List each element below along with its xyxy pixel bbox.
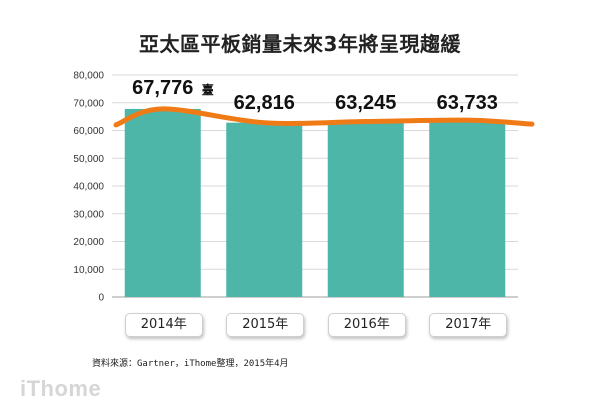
- y-tick-label: 40,000: [73, 182, 104, 193]
- data-label: 63,245: [335, 92, 396, 114]
- unit-label: 臺: [202, 82, 214, 97]
- y-tick-label: 10,000: [73, 265, 104, 276]
- bar: [226, 122, 303, 297]
- brand-logo: iThome: [20, 376, 102, 401]
- bars: [124, 108, 506, 298]
- x-tick-label: 2016年: [327, 313, 406, 337]
- bar: [124, 108, 201, 297]
- y-tick-label: 70,000: [73, 98, 104, 109]
- source-note: 資料來源：Gartner，iThome整理，2015年4月: [92, 359, 289, 369]
- x-tick-label: 2014年: [124, 313, 203, 337]
- bar: [327, 121, 404, 298]
- y-tick-label: 80,000: [73, 71, 104, 82]
- y-tick-label: 30,000: [73, 209, 104, 220]
- data-label: 62,816: [234, 92, 295, 114]
- y-tick-label: 60,000: [73, 126, 104, 137]
- y-tick-label: 50,000: [73, 154, 104, 165]
- y-tick-label: 0: [98, 293, 104, 304]
- x-tick-label: 2015年: [226, 313, 305, 337]
- bar: [429, 120, 506, 297]
- data-labels: 67,776 臺 62,816 63,245 63,733: [132, 77, 498, 114]
- chart-title: 亞太區平板銷量未來3年將呈現趨緩: [139, 32, 461, 56]
- y-axis-ticks: 0 10,000 20,000 30,000 40,000 50,000 60,000 70,…: [73, 71, 104, 304]
- data-label: 67,776: [132, 77, 193, 99]
- x-tick-label: 2017年: [429, 313, 508, 337]
- y-tick-label: 20,000: [73, 237, 104, 248]
- data-label: 63,733: [437, 92, 498, 114]
- trend-curve: [113, 106, 535, 128]
